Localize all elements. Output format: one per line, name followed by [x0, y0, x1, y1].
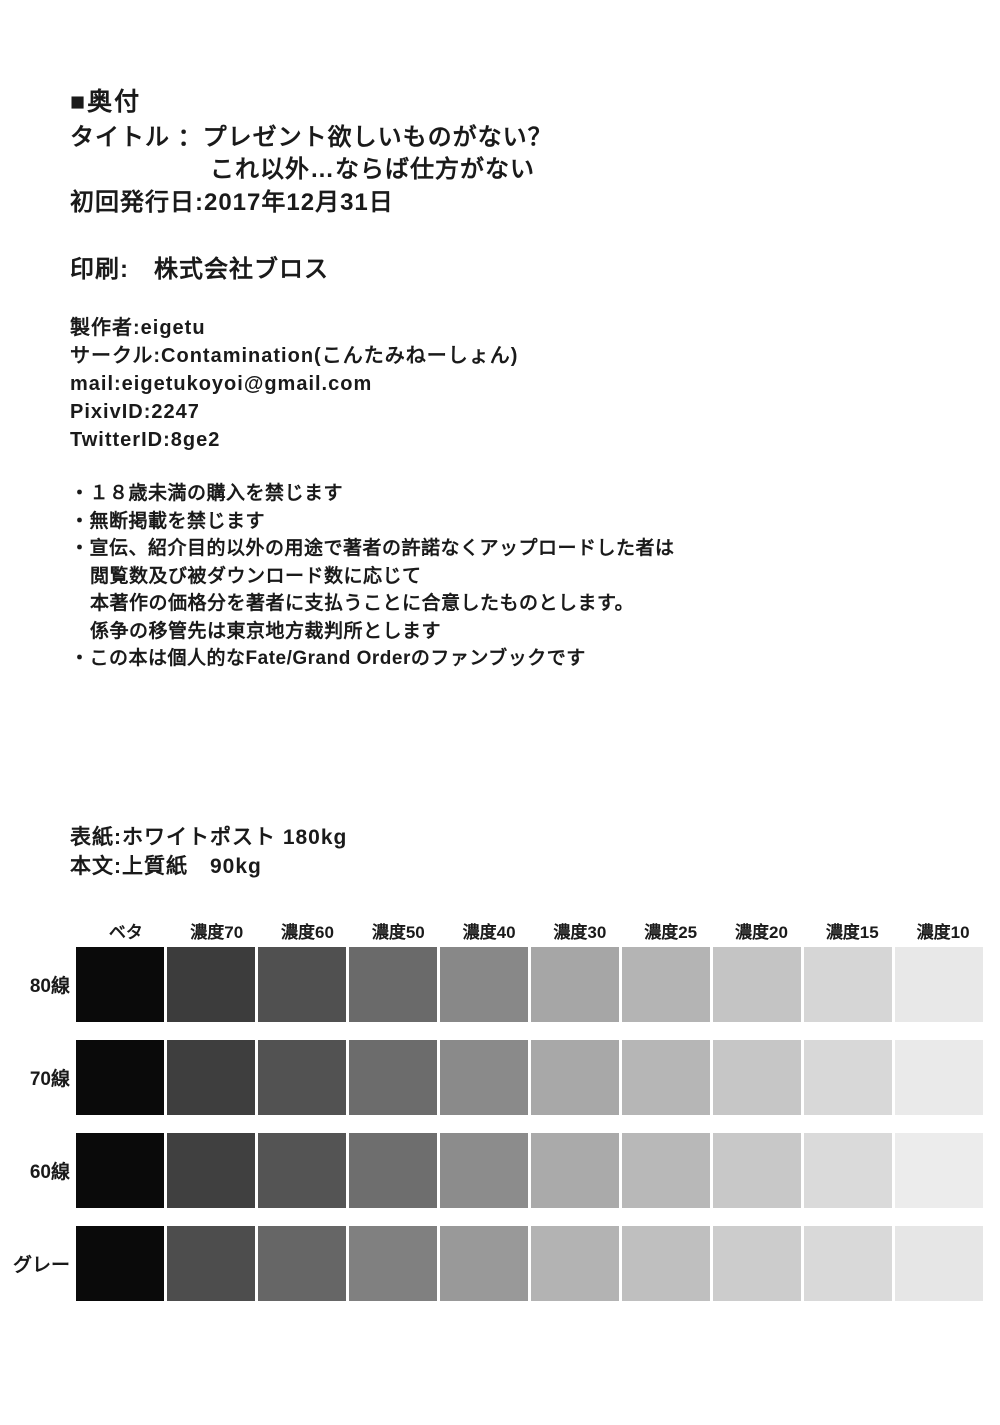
title-label: タイトル ： — [70, 124, 203, 151]
tone-swatch — [804, 1040, 892, 1115]
tone-swatch — [440, 1040, 528, 1115]
tone-swatch — [622, 1040, 710, 1115]
swatch-col-label: ベタ — [82, 918, 170, 943]
swatch-col-label: 濃度60 — [264, 918, 352, 943]
author-line: 製作者:eigetu — [70, 314, 930, 342]
tone-swatch — [622, 1133, 710, 1208]
tone-swatch-chart: ベタ濃度70濃度60濃度50濃度40濃度30濃度25濃度20濃度15濃度10 8… — [10, 918, 990, 1319]
twitter-line: TwitterID:8ge2 — [70, 426, 930, 454]
title-line-1: プレゼント欲しいものがない？ — [203, 124, 553, 151]
tone-swatch — [258, 1133, 346, 1208]
swatch-col-label: 濃度50 — [354, 918, 442, 943]
swatch-row-label: 80線 — [10, 971, 76, 998]
swatch-row: グレー — [10, 1226, 990, 1301]
tone-swatch — [895, 1133, 983, 1208]
tone-swatch — [804, 947, 892, 1022]
bullet-icon: ・ — [70, 535, 90, 563]
swatch-row: 80線 — [10, 947, 990, 1022]
swatch-col-label: 濃度25 — [627, 918, 715, 943]
tone-swatch — [440, 1133, 528, 1208]
tone-swatch — [349, 1133, 437, 1208]
tone-swatch — [76, 1226, 164, 1301]
tone-swatch — [258, 1040, 346, 1115]
tone-swatch — [167, 1226, 255, 1301]
notice-4: この本は個人的なFate/Grand Orderのファンブックです — [90, 645, 586, 673]
tone-swatch — [349, 1226, 437, 1301]
tone-swatch — [258, 947, 346, 1022]
tone-swatch — [804, 1226, 892, 1301]
tone-swatch — [622, 947, 710, 1022]
printer-line: 印刷: 株式会社ブロス — [70, 249, 930, 284]
tone-swatch — [713, 1226, 801, 1301]
mail-line: mail:eigetukoyoi@gmail.com — [70, 370, 930, 398]
swatch-col-label: 濃度10 — [899, 918, 987, 943]
bullet-icon: ・ — [70, 480, 90, 508]
swatch-col-label: 濃度30 — [536, 918, 624, 943]
notices-block: ・１８歳未満の購入を禁じます ・無断掲載を禁じます ・宣伝、紹介目的以外の用途で… — [70, 480, 930, 673]
tone-swatch — [531, 1040, 619, 1115]
credits-block: 製作者:eigetu サークル:Contamination(こんたみねーしょん)… — [70, 314, 930, 454]
tone-swatch — [76, 1040, 164, 1115]
tone-swatch — [895, 947, 983, 1022]
tone-swatch — [713, 947, 801, 1022]
title-line-2: これ以外…ならば仕方がない — [70, 154, 930, 186]
swatch-row-label: 60線 — [10, 1157, 76, 1184]
tone-swatch — [76, 1133, 164, 1208]
tone-swatch — [349, 947, 437, 1022]
tone-swatch — [804, 1133, 892, 1208]
tone-swatch — [167, 1133, 255, 1208]
swatch-col-label: 濃度20 — [718, 918, 806, 943]
tone-swatch — [531, 1133, 619, 1208]
tone-swatch — [167, 947, 255, 1022]
tone-swatch — [622, 1226, 710, 1301]
notice-3-sub-2: 本著作の価格分を著者に支払うことに合意したものとします。 — [90, 593, 634, 614]
paper-block: 表紙:ホワイトポスト 180kg 本文:上質紙 90kg — [70, 823, 930, 882]
notice-3-sub-1: 閲覧数及び被ダウンロード数に応じて — [90, 566, 422, 587]
tone-swatch — [440, 1226, 528, 1301]
tone-swatch — [713, 1040, 801, 1115]
tone-swatch — [895, 1226, 983, 1301]
notice-3: 宣伝、紹介目的以外の用途で著者の許諾なくアップロードした者は — [90, 535, 675, 563]
swatch-col-label: 濃度70 — [173, 918, 261, 943]
circle-line: サークル:Contamination(こんたみねーしょん) — [70, 342, 930, 370]
tone-swatch — [713, 1133, 801, 1208]
pixiv-line: PixivID:2247 — [70, 398, 930, 426]
tone-swatch — [440, 947, 528, 1022]
issue-date: 初回発行日:2017年12月31日 — [70, 187, 930, 219]
swatch-row-label: グレー — [10, 1250, 76, 1277]
cover-paper: 表紙:ホワイトポスト 180kg — [70, 823, 930, 852]
swatch-row-label: 70線 — [10, 1064, 76, 1091]
tone-swatch — [167, 1040, 255, 1115]
bullet-icon: ・ — [70, 645, 90, 673]
tone-swatch — [531, 1226, 619, 1301]
body-paper: 本文:上質紙 90kg — [70, 852, 930, 881]
title-block: タイトル ：プレゼント欲しいものがない？ これ以外…ならば仕方がない 初回発行日… — [70, 122, 930, 219]
tone-swatch — [258, 1226, 346, 1301]
notice-2: 無断掲載を禁じます — [90, 508, 266, 536]
tone-swatch — [76, 947, 164, 1022]
swatch-row: 70線 — [10, 1040, 990, 1115]
swatch-row: 60線 — [10, 1133, 990, 1208]
colophon-heading: ■奥付 — [70, 82, 930, 118]
swatch-col-label: 濃度15 — [808, 918, 896, 943]
notice-1: １８歳未満の購入を禁じます — [90, 480, 344, 508]
swatch-col-label: 濃度40 — [445, 918, 533, 943]
tone-swatch — [531, 947, 619, 1022]
bullet-icon: ・ — [70, 508, 90, 536]
tone-swatch — [895, 1040, 983, 1115]
notice-3-sub-3: 係争の移管先は東京地方裁判所とします — [90, 621, 441, 642]
tone-swatch — [349, 1040, 437, 1115]
